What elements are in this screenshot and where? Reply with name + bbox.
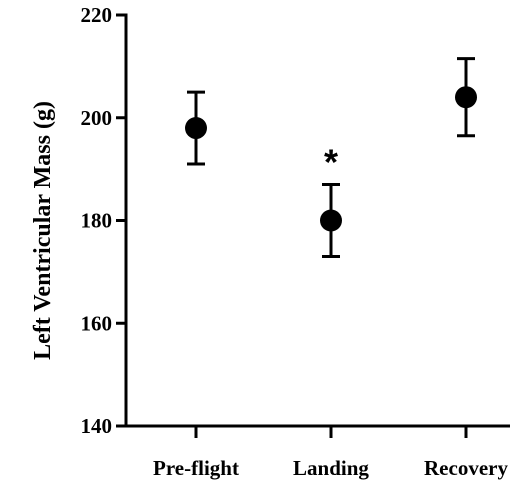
data-point xyxy=(185,117,207,140)
y-tick-label: 180 xyxy=(81,209,113,233)
x-tick-label: Landing xyxy=(293,456,369,480)
y-ticks: 140 160 180 200 220 xyxy=(81,3,126,438)
x-ticks: Pre-flight Landing Recovery xyxy=(153,426,508,480)
annotations: * xyxy=(324,142,338,183)
data-point xyxy=(455,86,477,109)
y-tick-label: 200 xyxy=(81,106,113,130)
y-tick-label: 220 xyxy=(81,3,113,27)
x-tick-label: Recovery xyxy=(424,456,508,480)
significance-asterisk: * xyxy=(324,142,338,183)
y-axis-title: Left Ventricular Mass (g) xyxy=(30,101,56,360)
x-tick-label: Pre-flight xyxy=(153,456,239,480)
y-tick-label: 140 xyxy=(81,414,113,438)
y-tick-label: 160 xyxy=(81,311,113,335)
data-point xyxy=(320,209,342,232)
data-points xyxy=(185,57,477,258)
